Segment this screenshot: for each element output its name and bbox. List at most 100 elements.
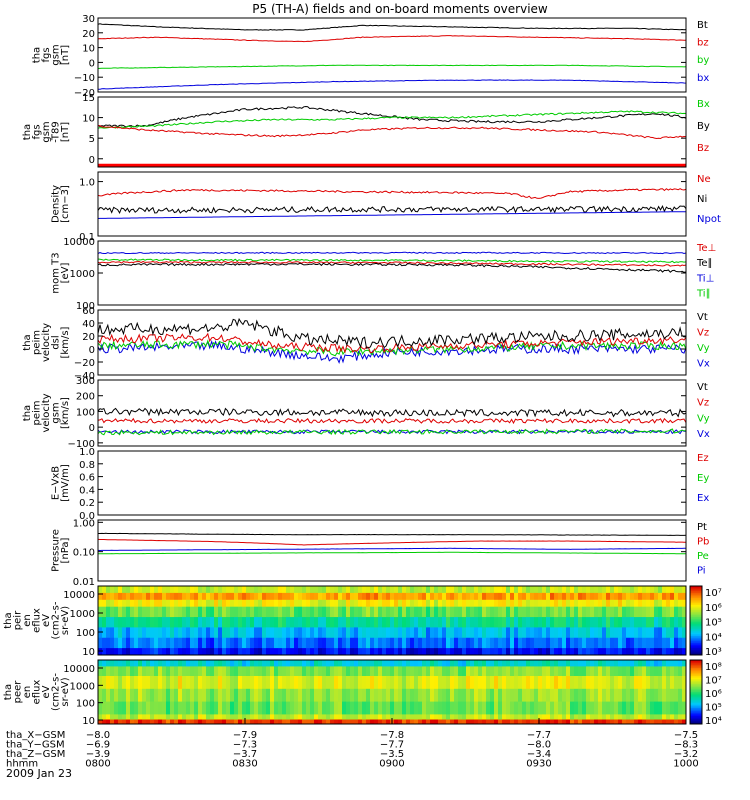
- spectrogram-cell: [510, 701, 515, 715]
- spectrogram-cell: [150, 648, 155, 656]
- spectrogram-cell: [434, 676, 439, 690]
- spectrogram-cell: [678, 719, 683, 725]
- spectrogram-cell: [414, 627, 419, 639]
- legend-label: Vz: [697, 327, 709, 338]
- spectrogram-cell: [238, 617, 243, 628]
- spectrogram-cell: [446, 688, 451, 703]
- spectrogram-cell: [402, 701, 407, 715]
- spectrogram-cell: [206, 627, 211, 639]
- panel-frame: [97, 17, 687, 93]
- spectrogram-cell: [342, 719, 347, 725]
- spectrogram-cell: [170, 666, 175, 677]
- spectrogram-cell: [454, 688, 459, 703]
- colorbar-label: 10⁴: [705, 716, 722, 727]
- spectrogram-cell: [594, 599, 599, 608]
- spectrogram-cell: [582, 617, 587, 628]
- spectrogram-cell: [398, 592, 403, 601]
- spectrogram-cell: [402, 666, 407, 677]
- spectrogram-cell: [278, 599, 283, 608]
- spectrogram-cell: [154, 719, 159, 725]
- spectrogram-cell: [130, 627, 135, 639]
- spectrogram-cell: [558, 701, 563, 715]
- series-line-1: [98, 251, 686, 255]
- spectrogram-cell: [374, 719, 379, 725]
- series-line-1: [98, 188, 686, 199]
- spectrogram-cell: [594, 637, 599, 649]
- spectrogram-cell: [538, 606, 543, 618]
- spectrogram-cell: [474, 599, 479, 608]
- spectrogram-cell: [154, 666, 159, 677]
- spectrogram-cell: [238, 676, 243, 690]
- spectrogram-cell: [242, 666, 247, 677]
- spectrogram-cell: [134, 676, 139, 690]
- panel-10-ylabel-line: tha: [3, 684, 14, 700]
- colorbar-segment: [690, 586, 702, 589]
- spectrogram-cell: [422, 617, 427, 628]
- spectrogram-cell: [566, 666, 571, 677]
- spectrogram-cell: [542, 586, 547, 594]
- spectrogram-cell: [274, 627, 279, 639]
- spectrogram-cell: [630, 637, 635, 649]
- spectrogram-cell: [214, 592, 219, 601]
- spectrogram-cell: [390, 701, 395, 715]
- ytick-label: 10000: [63, 237, 95, 248]
- spectrogram-cell: [438, 688, 443, 703]
- spectrogram-cell: [378, 688, 383, 703]
- spectrogram-cell: [438, 637, 443, 649]
- spectrogram-cell: [106, 606, 111, 618]
- spectrogram-cell: [226, 606, 231, 618]
- spectrogram-cell: [246, 714, 251, 721]
- spectrogram-cell: [330, 666, 335, 677]
- spectrogram-cell: [530, 617, 535, 628]
- spectrogram-cell: [326, 586, 331, 594]
- spectrogram-cell: [362, 714, 367, 721]
- spectrogram-cell: [666, 592, 671, 601]
- spectrogram-cell: [246, 606, 251, 618]
- spectrogram-cell: [254, 676, 259, 690]
- spectrogram-cell: [610, 637, 615, 649]
- series-line-4: [98, 79, 686, 90]
- spectrogram-cell: [290, 586, 295, 594]
- spectrogram-cell: [486, 676, 491, 690]
- spectrogram-cell: [434, 627, 439, 639]
- spectrogram-cell: [682, 719, 687, 725]
- spectrogram-cell: [546, 676, 551, 690]
- spectrogram-cell: [130, 676, 135, 690]
- spectrogram-cell: [234, 701, 239, 715]
- spectrogram-cell: [422, 660, 427, 667]
- spectrogram-cell: [318, 599, 323, 608]
- spectrogram-cell: [210, 599, 215, 608]
- spectrogram-cell: [546, 599, 551, 608]
- spectrogram-cell: [650, 586, 655, 594]
- spectrogram-cell: [670, 606, 675, 618]
- spectrogram-cell: [358, 606, 363, 618]
- spectrogram-cell: [598, 627, 603, 639]
- spectrogram-cell: [158, 586, 163, 594]
- spectrogram-cell: [414, 606, 419, 618]
- ytick-label: 10000: [63, 664, 95, 675]
- spectrogram-cell: [182, 660, 187, 667]
- spectrogram-cell: [534, 719, 539, 725]
- spectrogram-cell: [638, 701, 643, 715]
- spectrogram-cell: [658, 599, 663, 608]
- spectrogram-cell: [278, 666, 283, 677]
- spectrogram-cell: [238, 599, 243, 608]
- spectrogram-cell: [546, 637, 551, 649]
- spectrogram-cell: [590, 617, 595, 628]
- spectrogram-cell: [346, 592, 351, 601]
- spectrogram-cell: [154, 599, 159, 608]
- spectrogram-cell: [402, 637, 407, 649]
- spectrogram-cell: [482, 606, 487, 618]
- spectrogram-cell: [454, 637, 459, 649]
- spectrogram-cell: [670, 599, 675, 608]
- panel-6: thapeimvelocitygsm[km/s]3002001000−100Vt…: [22, 376, 710, 450]
- spectrogram-cell: [106, 688, 111, 703]
- spectrogram-cell: [398, 648, 403, 656]
- spectrogram-cell: [274, 606, 279, 618]
- spectrogram-cell: [130, 714, 135, 721]
- series-line-2: [98, 417, 686, 425]
- spectrogram-cell: [554, 719, 559, 725]
- spectrogram-cell: [190, 666, 195, 677]
- spectrogram-cell: [226, 666, 231, 677]
- spectrogram-cell: [258, 592, 263, 601]
